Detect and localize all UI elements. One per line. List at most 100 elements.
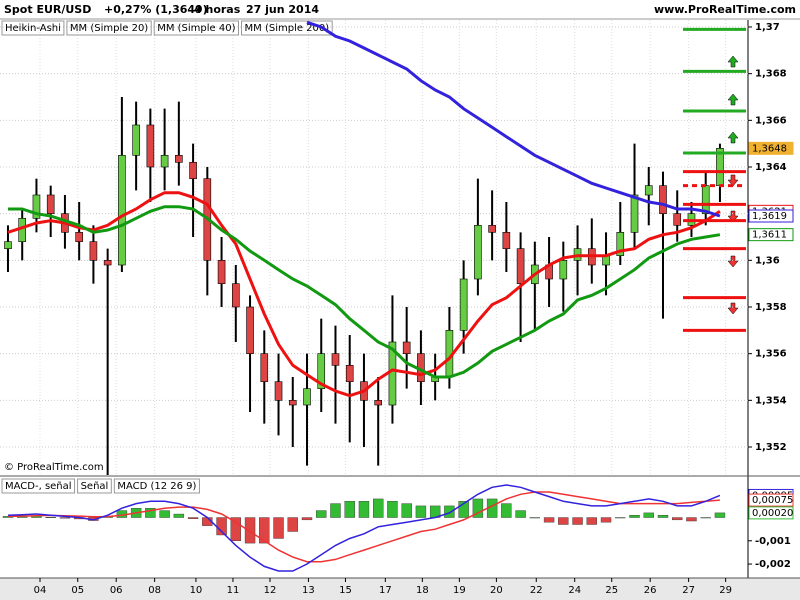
x-tick-label: 10	[190, 585, 203, 596]
legend-box	[241, 20, 333, 36]
legend-box	[66, 20, 152, 36]
macd-line	[7, 484, 721, 572]
candle-body	[659, 185, 667, 214]
histogram-bar	[287, 517, 298, 532]
candle-body	[260, 353, 269, 382]
histogram-bar	[273, 517, 284, 539]
x-tick-label: 19	[453, 585, 466, 596]
x-tick-label: 27	[682, 585, 695, 596]
legend-entry: Heikin-Ashi	[5, 23, 61, 34]
date: 27 jun 2014	[246, 3, 319, 16]
legend-entry: MACD-, señal	[5, 481, 72, 492]
candle-body	[160, 155, 169, 168]
arrow-down	[727, 302, 739, 315]
x-tick-label: 12	[264, 585, 277, 596]
last-value-box	[748, 141, 794, 155]
x-tick-label: 25	[605, 585, 618, 596]
arrow-up	[727, 93, 739, 106]
histogram-bar	[543, 517, 555, 523]
x-tick-label: 15	[339, 585, 352, 596]
histogram-bar	[145, 508, 156, 518]
histogram-bar	[558, 517, 569, 525]
candle-body	[189, 162, 197, 179]
histogram-bar	[700, 517, 711, 519]
x-tick-label: 24	[568, 585, 581, 596]
arrow-down	[727, 255, 739, 268]
histogram-bar	[600, 517, 612, 523]
x-tick-label: 05	[71, 585, 84, 596]
legend-entry: Señal	[81, 481, 109, 492]
y-tick-label: 1,352	[755, 442, 787, 453]
macd-line	[7, 491, 720, 563]
candle-body	[288, 400, 297, 406]
last-value-box	[748, 506, 794, 520]
arrow-down	[727, 174, 739, 187]
candle-body	[246, 306, 254, 354]
y-tick-label: -0,002	[755, 559, 791, 570]
histogram-bar	[387, 501, 398, 518]
candle-body	[103, 260, 112, 266]
histogram-bar	[159, 510, 170, 518]
candle-body	[303, 388, 311, 406]
histogram-bar	[643, 512, 654, 518]
histogram-bar	[330, 503, 341, 518]
histogram-bar	[344, 501, 355, 518]
level-arrows-down	[727, 174, 739, 315]
x-tick-label: 06	[110, 585, 123, 596]
candle-body	[644, 185, 653, 196]
histogram-bar	[586, 517, 597, 525]
histogram-bar	[59, 517, 71, 519]
y-tick-label: 1,366	[755, 115, 787, 126]
candle-body	[146, 124, 155, 168]
histogram-bar	[301, 517, 313, 521]
candle-body	[75, 232, 83, 242]
copyright: © ProRealTime.com	[4, 462, 104, 473]
histogram-bar	[672, 517, 683, 521]
histogram-bar	[529, 517, 541, 519]
legend-entry: MM (Simple 20)	[70, 23, 148, 34]
histogram-bar	[657, 515, 669, 518]
legend-box	[77, 478, 112, 494]
x-tick-label: 18	[416, 585, 429, 596]
x-axis-band	[0, 578, 800, 600]
candle-body	[331, 353, 340, 366]
arrow-up	[727, 55, 739, 68]
legend-entry: MM (Simple 40)	[157, 23, 235, 34]
candle-body	[673, 213, 682, 226]
candle-body	[459, 278, 468, 331]
x-tick-label: 04	[34, 585, 47, 596]
histogram-bar	[472, 498, 484, 518]
ma-line	[7, 191, 721, 398]
last-value-box	[748, 209, 794, 223]
histogram-bar	[458, 501, 469, 518]
x-tick-label: 11	[227, 585, 240, 596]
legend-box	[153, 20, 240, 36]
y-tick-label: 1,354	[755, 395, 787, 406]
candle-body	[89, 241, 98, 261]
x-tick-label: 13	[302, 585, 315, 596]
arrow-up	[727, 131, 739, 144]
legend-box	[113, 478, 200, 494]
ma-line	[8, 205, 721, 379]
histogram-bar	[444, 505, 455, 518]
candle-body	[118, 155, 126, 266]
legend-entry: MACD (12 26 9)	[117, 481, 196, 492]
histogram-bar	[373, 498, 384, 518]
candle-body	[132, 124, 140, 156]
y-tick-label: 1,368	[755, 69, 787, 80]
level-arrows	[727, 55, 739, 144]
last-value-label: 1,3619	[752, 211, 787, 222]
candle-body	[616, 232, 625, 256]
y-tick-label: 1,364	[755, 162, 787, 173]
histogram-bar	[401, 503, 412, 518]
site: www.ProRealTime.com	[654, 3, 796, 16]
histogram-bar	[316, 510, 327, 518]
x-tick-label: 29	[719, 585, 732, 596]
histogram-bar	[244, 517, 256, 544]
histogram-bar	[515, 510, 526, 518]
histogram-bar	[45, 517, 56, 519]
candle-body	[502, 232, 511, 249]
candle-body	[317, 353, 326, 389]
